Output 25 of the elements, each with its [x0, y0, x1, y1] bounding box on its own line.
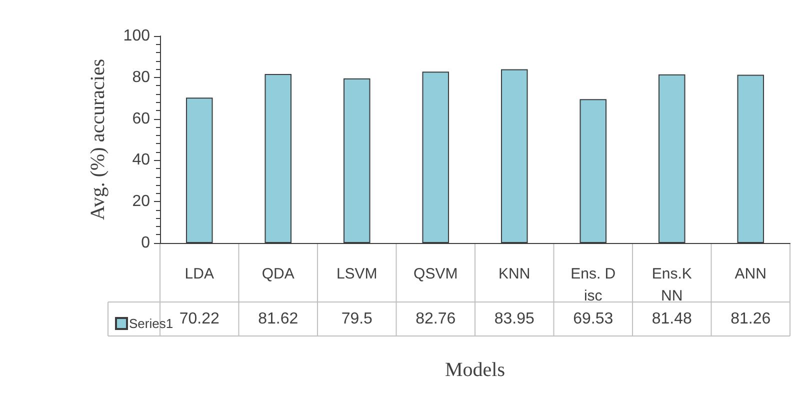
data-label: 70.22 [179, 310, 220, 328]
y-axis-title: Avg. (%) accuracies [87, 58, 109, 220]
x-tick-label: LSVM [336, 266, 378, 282]
y-tick-label: 80 [132, 68, 150, 86]
data-label: 81.62 [258, 310, 298, 328]
x-tick-label: LDA [184, 266, 214, 282]
data-label: 79.5 [341, 310, 373, 328]
x-tick-label: Ens.KNN [652, 266, 692, 304]
x-tick-label: Ens. Disc [570, 266, 616, 304]
x-tick-label: QDA [262, 266, 294, 282]
y-tick-label: 100 [123, 28, 150, 44]
data-label: 83.95 [494, 310, 534, 328]
y-tick-label: 0 [141, 234, 150, 252]
data-label: 81.48 [652, 310, 692, 328]
y-tick-label: 40 [132, 152, 150, 169]
x-tick-label: KNN [498, 266, 530, 282]
x-tick-label: QSVM [414, 266, 458, 282]
y-tick-label: 60 [132, 110, 150, 128]
data-label: 82.76 [416, 310, 456, 328]
data-label: 81.26 [730, 310, 771, 328]
data-label: 69.53 [573, 310, 614, 328]
x-tick-label: ANN [734, 266, 766, 282]
y-tick-label: 20 [132, 193, 150, 210]
legend-label: Series1 [129, 316, 174, 331]
x-axis-title: Models [445, 359, 506, 381]
